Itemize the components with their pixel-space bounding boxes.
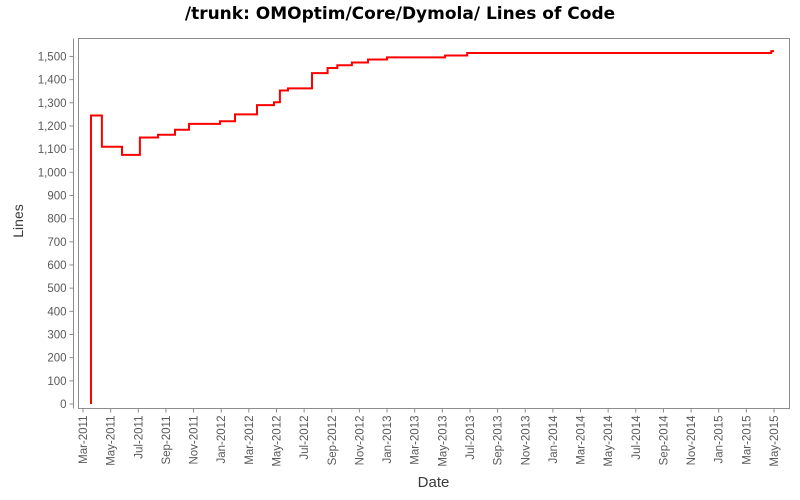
x-tick-label: Nov-2013 bbox=[520, 416, 532, 466]
y-tick-label: 1,500 bbox=[38, 51, 67, 63]
x-tick-label: Jul-2011 bbox=[133, 416, 145, 459]
x-tick-label: Sep-2013 bbox=[493, 415, 505, 465]
x-tick-label: Mar-2015 bbox=[741, 416, 753, 465]
x-axis-title: Date bbox=[417, 474, 450, 491]
x-tick-label: Mar-2011 bbox=[78, 416, 90, 464]
x-tick-label: May-2012 bbox=[272, 416, 284, 467]
y-tick-label: 200 bbox=[47, 353, 66, 365]
y-tick-label: 300 bbox=[47, 329, 66, 341]
y-tick-label: 700 bbox=[47, 237, 66, 249]
y-tick-label: 1,000 bbox=[38, 167, 67, 179]
x-tick-label: May-2011 bbox=[106, 416, 118, 466]
x-tick-label: Jan-2015 bbox=[714, 416, 726, 464]
x-tick-label: Nov-2012 bbox=[354, 416, 366, 466]
y-axis-title: Lines bbox=[10, 204, 26, 238]
x-tick-label: Jul-2012 bbox=[299, 416, 311, 460]
x-tick-label: May-2014 bbox=[603, 415, 615, 467]
x-tick-label: Jul-2014 bbox=[631, 415, 643, 460]
x-tick-label: May-2013 bbox=[437, 416, 449, 467]
y-tick-label: 400 bbox=[47, 306, 66, 318]
x-tick-label: Sep-2014 bbox=[658, 415, 670, 465]
y-tick-label: 500 bbox=[47, 283, 66, 295]
x-tick-label: Jan-2014 bbox=[548, 415, 560, 464]
y-tick-label: 1,400 bbox=[38, 75, 67, 87]
x-tick-label: Nov-2014 bbox=[686, 415, 698, 465]
x-tick-label: Nov-2011 bbox=[189, 416, 201, 465]
y-tick-label: 900 bbox=[47, 190, 66, 202]
y-tick-label: 0 bbox=[60, 399, 66, 411]
x-tick-label: Sep-2011 bbox=[161, 416, 173, 465]
x-tick-label: Mar-2012 bbox=[244, 416, 256, 465]
x-tick-label: Sep-2012 bbox=[327, 416, 339, 466]
x-tick-label: Mar-2013 bbox=[410, 416, 422, 465]
x-tick-label: Jul-2013 bbox=[465, 415, 477, 459]
x-tick-label: Jan-2012 bbox=[216, 416, 228, 464]
y-tick-label: 1,300 bbox=[38, 98, 67, 110]
x-tick-label: May-2015 bbox=[769, 416, 781, 467]
y-tick-label: 800 bbox=[47, 214, 66, 226]
x-tick-label: Mar-2014 bbox=[576, 415, 588, 465]
chart-title: /trunk: OMOptim/Core/Dymola/ Lines of Co… bbox=[184, 4, 616, 24]
loc-data-line bbox=[90, 50, 774, 404]
y-tick-label: 1,200 bbox=[38, 121, 67, 133]
x-tick-label: Jan-2013 bbox=[382, 416, 394, 464]
y-tick-label: 1,100 bbox=[38, 144, 67, 156]
plot-frame bbox=[78, 38, 790, 409]
y-tick-label: 600 bbox=[47, 260, 66, 272]
y-tick-label: 100 bbox=[47, 376, 66, 388]
